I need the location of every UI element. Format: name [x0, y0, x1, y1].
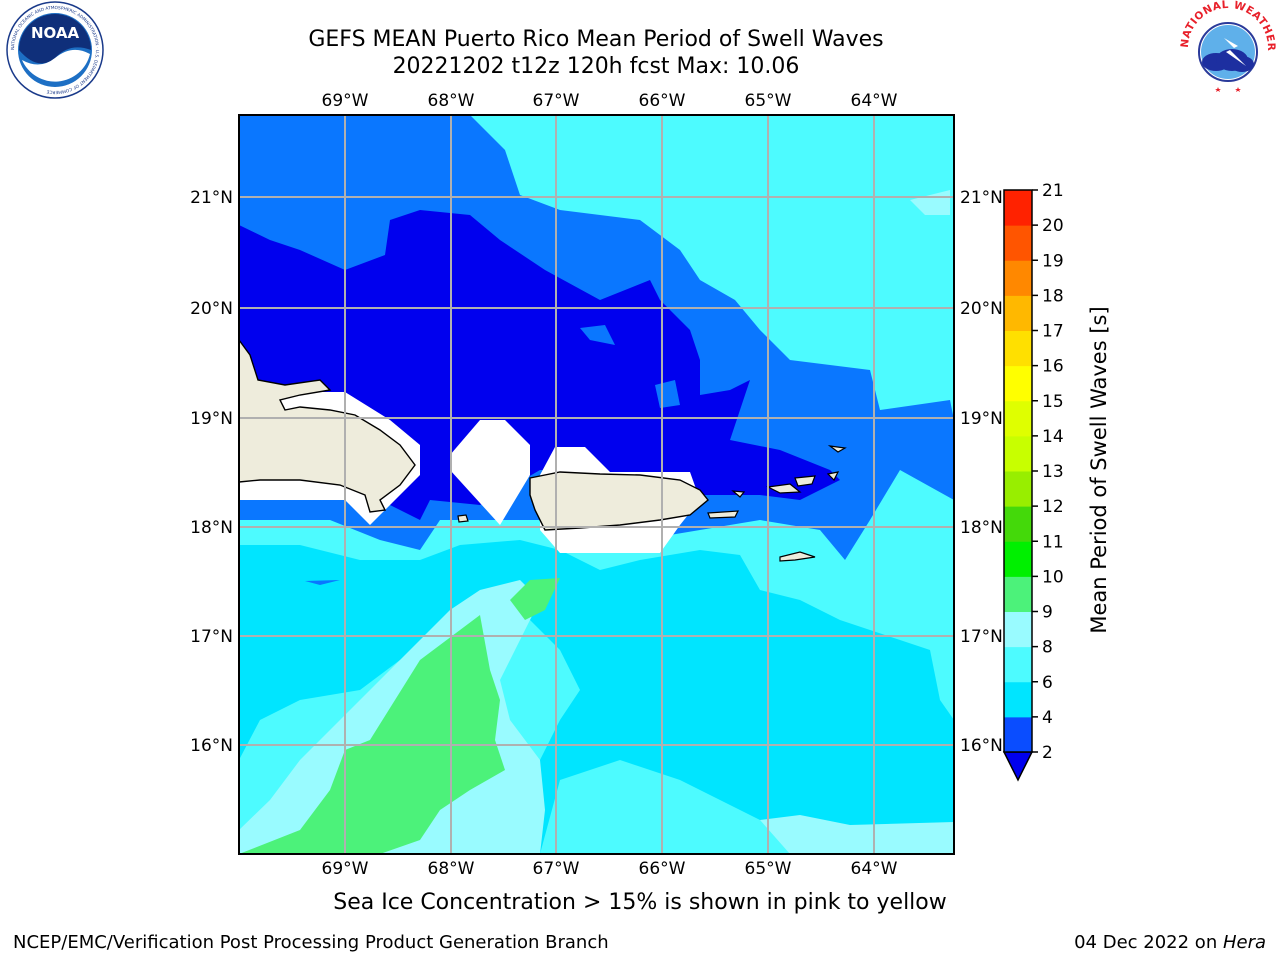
noaa-logo: NOAA NATIONAL OCEANIC AND ATMOSPHERIC AD…	[6, 1, 104, 99]
lon-label: 68°W	[428, 859, 475, 879]
lon-label: 64°W	[851, 859, 898, 879]
lon-labels-top: 69°W 68°W 67°W 66°W 65°W 64°W	[322, 91, 898, 111]
colorbar-segment	[1004, 541, 1032, 577]
caption: Sea Ice Concentration > 15% is shown in …	[333, 890, 947, 915]
lat-labels-left: 21°N 20°N 19°N 18°N 17°N 16°N	[190, 188, 233, 756]
colorbar-tick-label: 12	[1042, 497, 1064, 517]
colorbar-segment	[1004, 646, 1032, 683]
lon-label: 64°W	[851, 91, 898, 111]
lat-label: 20°N	[190, 299, 233, 319]
lat-label: 19°N	[960, 409, 1003, 429]
colorbar-segment	[1004, 190, 1032, 226]
colorbar-segment	[1004, 576, 1032, 612]
colorbar-segment	[1004, 471, 1032, 507]
colorbar-tick-label: 17	[1042, 322, 1064, 342]
lat-label: 17°N	[190, 627, 233, 647]
nws-logo: NATIONAL WEATHER SERVICE	[1176, 0, 1277, 94]
colorbar: 2 4 6 8 9 10 11 12 13 14 15 16 17 18 19 20 21	[1002, 181, 1064, 782]
footer-machine: Hera	[1222, 932, 1266, 953]
colorbar-label: Mean Period of Swell Waves [s]	[1087, 306, 1111, 633]
chart-title: GEFS MEAN Puerto Rico Mean Period of Swe…	[308, 27, 884, 52]
colorbar-under-triangle	[1002, 751, 1034, 782]
chart-subtitle: 20221202 t12z 120h fcst Max: 10.06	[392, 54, 800, 79]
lat-label: 21°N	[190, 188, 233, 208]
colorbar-segment	[1004, 506, 1032, 542]
lat-label: 20°N	[960, 299, 1003, 319]
lon-label: 66°W	[639, 91, 686, 111]
lat-label: 21°N	[960, 188, 1003, 208]
colorbar-tick-label: 20	[1042, 216, 1064, 236]
colorbar-tick-label: 9	[1042, 603, 1053, 623]
colorbar-tick-label: 10	[1042, 567, 1064, 587]
colorbar-segment	[1004, 681, 1032, 718]
lon-label: 68°W	[428, 91, 475, 111]
colorbar-tick-label: 13	[1042, 462, 1064, 482]
colorbar-tick-label: 21	[1042, 181, 1064, 201]
lon-label: 67°W	[533, 91, 580, 111]
footer-date: 04 Dec 2022 on Hera	[1074, 932, 1266, 953]
colorbar-segment	[1004, 435, 1032, 472]
lon-label: 69°W	[322, 859, 369, 879]
lat-label: 18°N	[960, 518, 1003, 538]
colorbar-segment	[1004, 260, 1032, 296]
colorbar-tick-label: 16	[1042, 357, 1064, 377]
colorbar-tick-label: 4	[1042, 708, 1053, 728]
lon-label: 65°W	[745, 859, 792, 879]
lon-label: 65°W	[745, 91, 792, 111]
hispaniola-land	[239, 338, 416, 513]
lat-label: 19°N	[190, 409, 233, 429]
colorbar-tick-label: 19	[1042, 251, 1064, 271]
lon-label: 69°W	[322, 91, 369, 111]
map-gridlines	[239, 115, 954, 854]
colorbar-tick-label: 2	[1042, 743, 1053, 763]
lat-label: 16°N	[960, 736, 1003, 756]
lat-labels-right: 21°N 20°N 19°N 18°N 17°N 16°N	[960, 188, 1003, 756]
colorbar-segment	[1004, 330, 1032, 367]
colorbar-segment	[1004, 716, 1032, 753]
colorbar-segment	[1004, 611, 1032, 648]
footer-date-text: 04 Dec 2022 on	[1074, 932, 1223, 953]
noaa-logo-text: NOAA	[31, 24, 80, 42]
lat-label: 16°N	[190, 736, 233, 756]
lon-label: 67°W	[533, 859, 580, 879]
map-field	[239, 115, 954, 854]
lon-labels-bottom: 69°W 68°W 67°W 66°W 65°W 64°W	[322, 859, 898, 879]
period-band-9-10	[239, 615, 505, 854]
colorbar-segment	[1004, 365, 1032, 402]
lat-label: 18°N	[190, 518, 233, 538]
colorbar-segment	[1004, 295, 1032, 331]
colorbar-segment	[1004, 225, 1032, 261]
colorbar-tick-label: 8	[1042, 638, 1053, 658]
colorbar-tick-label: 6	[1042, 673, 1053, 693]
puerto-rico-land	[529, 471, 709, 531]
colorbar-tick-label: 18	[1042, 286, 1064, 306]
colorbar-segment	[1004, 400, 1032, 437]
lat-label: 17°N	[960, 627, 1003, 647]
lon-label: 66°W	[639, 859, 686, 879]
colorbar-tick-label: 15	[1042, 392, 1064, 412]
footer-credit: NCEP/EMC/Verification Post Processing Pr…	[13, 932, 609, 953]
map-frame	[238, 114, 955, 855]
period-band-4-6	[239, 540, 954, 854]
colorbar-tick-label: 14	[1042, 427, 1064, 447]
colorbar-tick-label: 11	[1042, 532, 1064, 552]
